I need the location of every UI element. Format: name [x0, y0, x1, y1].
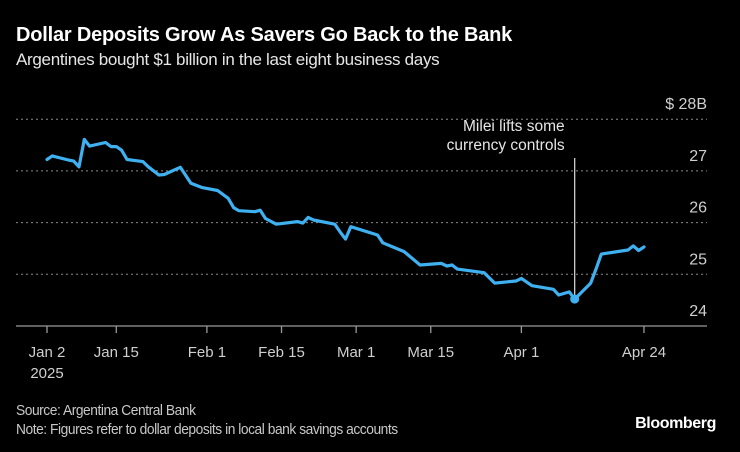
chart-subtitle: Argentines bought $1 billion in the last…	[16, 50, 440, 69]
y-tick-label: $ 28B	[665, 96, 707, 113]
x-tick-label: Apr 24	[622, 344, 666, 361]
source-note: Source: Argentina Central Bank	[16, 402, 196, 419]
annotation-text: currency controls	[447, 137, 565, 154]
footnote: Note: Figures refer to dollar deposits i…	[16, 421, 398, 438]
x-tick-label: Mar 1	[337, 344, 375, 361]
x-tick-label: Jan 2	[29, 344, 66, 361]
y-tick-label: 25	[689, 251, 707, 268]
chart-title: Dollar Deposits Grow As Savers Go Back t…	[16, 24, 513, 46]
annotation-text: Milei lifts some	[463, 118, 565, 135]
x-tick-label: Feb 15	[258, 344, 305, 361]
annotation-marker	[570, 294, 580, 304]
series-line	[45, 137, 646, 301]
y-tick-label: 24	[689, 303, 707, 320]
x-tick-label: Apr 1	[503, 344, 539, 361]
x-tick-label: Mar 15	[407, 344, 454, 361]
y-tick-label: 26	[689, 200, 707, 217]
x-tick-sublabel: 2025	[30, 365, 63, 382]
x-tick-label: Feb 1	[188, 344, 226, 361]
y-tick-label: 27	[689, 148, 707, 165]
x-tick-label: Jan 15	[94, 344, 139, 361]
bloomberg-logo: Bloomberg	[635, 415, 716, 432]
